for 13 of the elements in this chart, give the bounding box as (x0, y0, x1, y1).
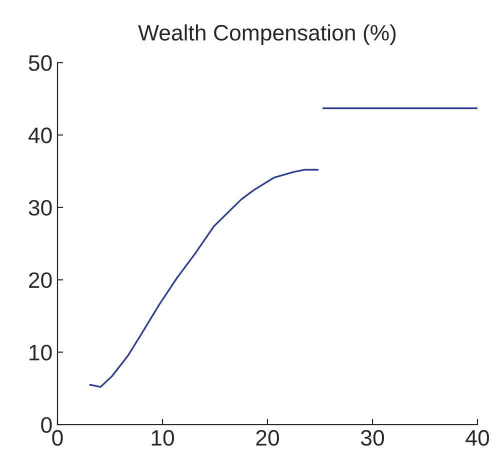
chart-title: Wealth Compensation (%) (138, 24, 396, 46)
y-tick-label: 40 (28, 128, 52, 144)
line-series (89, 168, 319, 388)
y-tick-label: 0 (41, 417, 52, 433)
y-tick-label: 50 (28, 55, 52, 71)
y-tick-label: 30 (28, 200, 52, 216)
x-tick-label: 40 (466, 430, 489, 446)
y-tick-label: 10 (30, 344, 52, 360)
x-tick-label: 20 (256, 430, 279, 446)
x-tick-label: 10 (152, 430, 174, 446)
y-tick-label: 20 (29, 272, 52, 288)
x-tick-label: 0 (52, 430, 63, 446)
x-tick-label: 30 (360, 430, 384, 446)
